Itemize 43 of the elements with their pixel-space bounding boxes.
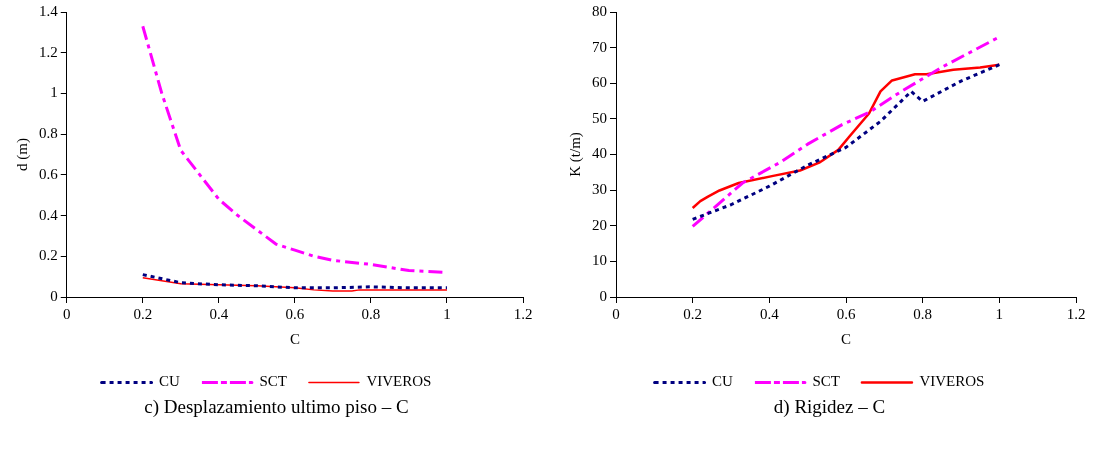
y-tick-label: 0.4 [39, 206, 59, 223]
y-tick-label: 40 [592, 145, 607, 162]
x-tick-label: 0.6 [285, 305, 305, 322]
y-tick-label: 0.6 [39, 165, 59, 182]
x-tick-label: 0 [63, 305, 71, 322]
x-tick-label: 1 [443, 305, 451, 322]
y-axis-title: d (m) [13, 138, 31, 171]
x-axis-title: C [840, 330, 852, 347]
y-tick-label: 70 [592, 38, 607, 55]
text: d) Rigidez – C [772, 396, 887, 418]
y-tick-label: 0.8 [39, 125, 58, 142]
x-tick-label: 0.8 [913, 305, 933, 322]
y-tick-label: 0 [50, 287, 58, 304]
y-tick-label: 0 [599, 287, 607, 304]
x-tick-label: 0.4 [759, 305, 780, 322]
y-tick-label: 10 [592, 252, 607, 269]
x-tick-label: 0 [612, 305, 620, 322]
y-tick-label: 1.4 [39, 2, 59, 19]
x-tick-label: 1.2 [513, 305, 533, 322]
x-tick-label: 1 [995, 305, 1004, 322]
legend-label: VIVEROS [366, 373, 432, 390]
legend-label: SCT [259, 373, 287, 390]
y-axis-title: K (t/m) [566, 132, 584, 177]
y-tick-label: 30 [592, 181, 607, 198]
y-tick-label: 80 [592, 2, 607, 19]
x-tick-label: 1.2 [1066, 305, 1086, 322]
y-tick-label: 50 [592, 109, 607, 126]
x-tick-label: 0.2 [133, 305, 153, 322]
x-tick-label: 0.2 [683, 305, 703, 322]
y-tick-label: 20 [592, 216, 607, 233]
legend-label: VIVEROS [919, 373, 985, 390]
x-tick-label: 0.8 [361, 305, 381, 322]
x-tick-label: 0.4 [209, 305, 229, 322]
y-tick-label: 60 [592, 74, 607, 91]
legend-label: CU [712, 373, 734, 390]
y-tick-label: 1 [50, 84, 58, 101]
x-tick-label: 0.6 [836, 305, 856, 322]
text: c) Desplazamiento ultimo piso – C [143, 396, 410, 418]
y-tick-label: 0.2 [39, 247, 58, 264]
y-tick-label: 1.2 [39, 43, 58, 60]
x-axis-title: C [289, 330, 300, 347]
legend-label: SCT [812, 373, 840, 390]
legend-label: CU [159, 373, 181, 390]
